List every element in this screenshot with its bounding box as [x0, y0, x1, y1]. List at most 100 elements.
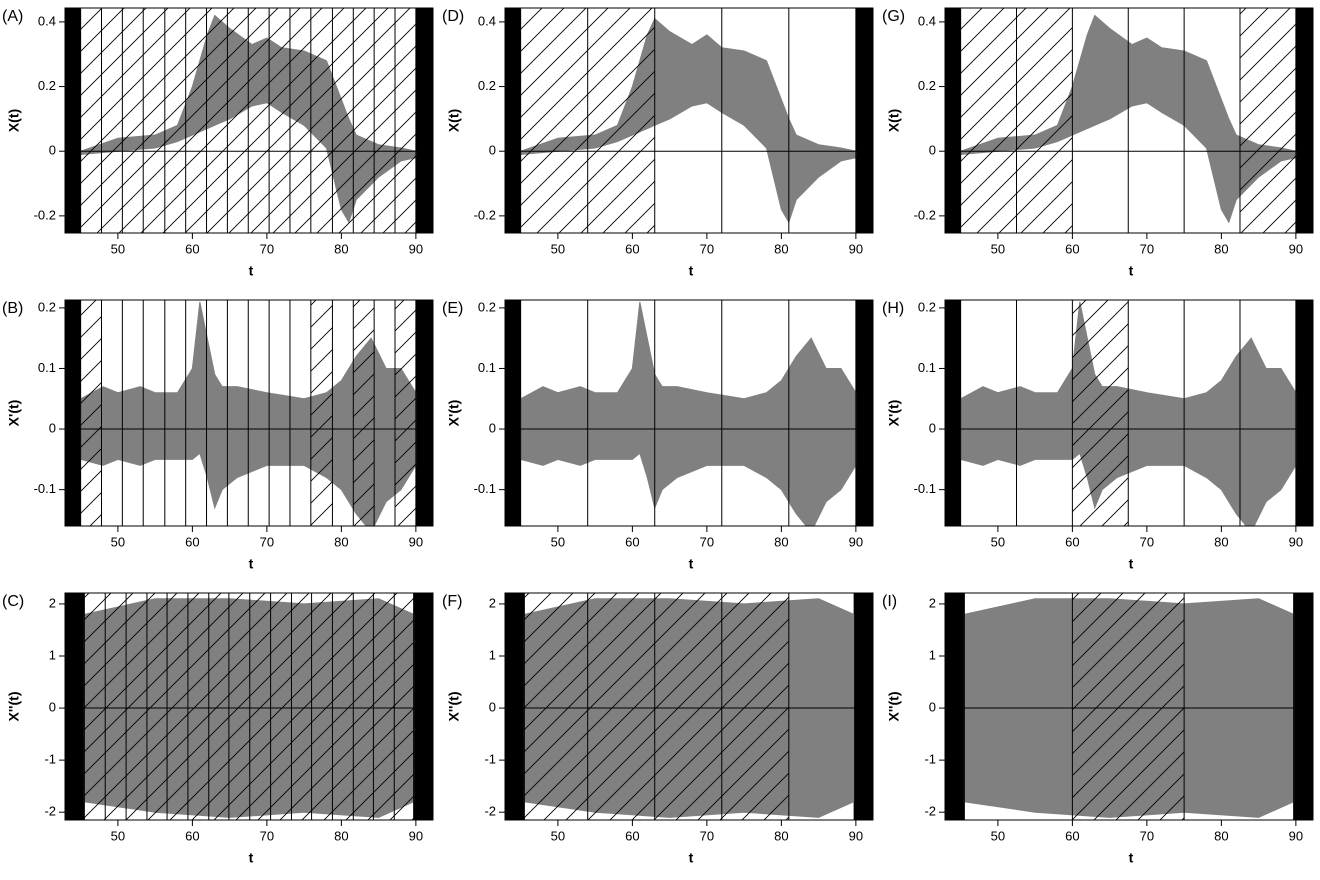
y-axis-label: X(t): [6, 109, 22, 132]
domain-bar: [1295, 8, 1313, 233]
y-tick-label: 0.2: [478, 299, 496, 314]
panel-label: (I): [882, 593, 897, 610]
y-tick-label: 0.2: [478, 78, 496, 93]
x-tick-label: 60: [1065, 241, 1079, 256]
x-tick-label: 90: [849, 241, 863, 256]
x-tick-label: 60: [625, 241, 639, 256]
x-tick-label: 80: [774, 534, 788, 549]
x-axis-label: t: [1129, 850, 1134, 866]
y-axis-label: X(t): [446, 109, 462, 132]
y-tick-label: 2: [49, 595, 56, 610]
y-axis-label: X'(t): [886, 400, 902, 427]
panel-label: (F): [442, 593, 462, 610]
panel: 50 60 70 80 90 -2 -1 0 1 2 t X''(t) (I): [882, 592, 1314, 866]
panel: 50 60 70 80 90 -0.1 0 0.1 0.2 t X'(t) (B): [2, 299, 434, 572]
domain-bar: [945, 8, 961, 233]
x-tick-label: 50: [111, 241, 125, 256]
y-tick-label: 0.2: [918, 78, 936, 93]
y-tick-label: 0.1: [38, 360, 56, 375]
plot-frame: [944, 592, 1314, 821]
plot-frame: [64, 7, 434, 234]
domain-bar: [415, 8, 433, 233]
x-tick-label: 80: [334, 534, 348, 549]
x-axis-label: t: [249, 850, 254, 866]
y-tick-label: -0.1: [34, 481, 56, 496]
hatched-interval: [1072, 593, 1185, 820]
domain-bar: [855, 300, 873, 526]
x-axis-label: t: [689, 850, 694, 866]
x-tick-label: 80: [774, 241, 788, 256]
hatched-interval: [353, 300, 375, 526]
y-axis-label: X'(t): [446, 400, 462, 427]
x-tick-label: 60: [185, 828, 199, 843]
hatched-interval: [1239, 8, 1296, 233]
y-tick-label: -1: [484, 752, 496, 767]
y-tick-label: -0.1: [474, 481, 496, 496]
domain-bar: [505, 8, 521, 233]
y-tick-label: 0: [489, 699, 496, 714]
y-axis-label: X'(t): [6, 400, 22, 427]
x-tick-label: 70: [260, 828, 274, 843]
domain-bar: [65, 8, 81, 233]
plot-frame: [944, 7, 1314, 234]
hatched-interval: [80, 300, 102, 526]
domain-bar: [505, 593, 525, 820]
hatched-interval: [395, 300, 416, 526]
x-tick-label: 90: [409, 241, 423, 256]
plot-frame: [504, 592, 874, 821]
panel-label: (G): [882, 8, 905, 25]
hatched-interval: [310, 300, 333, 526]
hatched-interval: [1072, 300, 1129, 526]
panel: 50 60 70 80 90 -0.2 0 0.2 0.4 t X(t) (D): [442, 7, 874, 279]
y-tick-label: -2: [924, 804, 936, 819]
y-tick-label: 0: [49, 420, 56, 435]
x-axis-label: t: [689, 556, 694, 572]
y-tick-label: 0: [49, 143, 56, 158]
y-tick-label: 0: [49, 699, 56, 714]
plot-frame: [944, 299, 1314, 527]
x-tick-label: 50: [551, 828, 565, 843]
y-axis-label: X(t): [886, 109, 902, 132]
y-tick-label: 0: [489, 420, 496, 435]
y-tick-label: -0.2: [34, 207, 56, 222]
x-tick-label: 50: [111, 828, 125, 843]
x-tick-label: 90: [1289, 534, 1303, 549]
y-tick-label: -2: [484, 804, 496, 819]
x-axis-label: t: [1129, 263, 1134, 279]
x-axis-label: t: [249, 263, 254, 279]
x-tick-label: 90: [849, 828, 863, 843]
x-tick-label: 50: [991, 241, 1005, 256]
plot-frame: [64, 592, 434, 821]
x-tick-label: 60: [625, 828, 639, 843]
x-tick-label: 70: [1140, 241, 1154, 256]
y-axis-label: X''(t): [6, 692, 22, 722]
y-axis-label: X''(t): [886, 692, 902, 722]
panel: 50 60 70 80 90 -0.1 0 0.1 0.2 t X'(t) (E): [442, 299, 874, 572]
x-tick-label: 80: [1214, 828, 1228, 843]
domain-bar: [65, 593, 85, 820]
y-tick-label: 0: [929, 420, 936, 435]
x-tick-label: 70: [700, 534, 714, 549]
x-tick-label: 80: [1214, 534, 1228, 549]
x-tick-label: 50: [111, 534, 125, 549]
x-tick-label: 70: [1140, 828, 1154, 843]
domain-bar: [505, 300, 521, 526]
x-tick-label: 90: [409, 828, 423, 843]
panel-label: (E): [442, 300, 463, 317]
y-tick-label: 0: [929, 699, 936, 714]
domain-bar: [415, 300, 433, 526]
y-tick-label: 1: [49, 647, 56, 662]
y-tick-label: 0.2: [918, 299, 936, 314]
x-tick-label: 50: [991, 828, 1005, 843]
panel: 50 60 70 80 90 -0.2 0 0.2 0.4 t X(t) (A): [2, 7, 434, 279]
x-tick-label: 70: [1140, 534, 1154, 549]
domain-bar: [855, 8, 873, 233]
panel-label: (B): [2, 300, 23, 317]
y-tick-label: -1: [924, 752, 936, 767]
plot-frame: [504, 7, 874, 234]
panel: 50 60 70 80 90 -0.2 0 0.2 0.4 t X(t) (G): [882, 7, 1314, 279]
domain-bar: [413, 593, 433, 820]
y-tick-label: 0.4: [38, 13, 56, 28]
x-tick-label: 60: [185, 241, 199, 256]
